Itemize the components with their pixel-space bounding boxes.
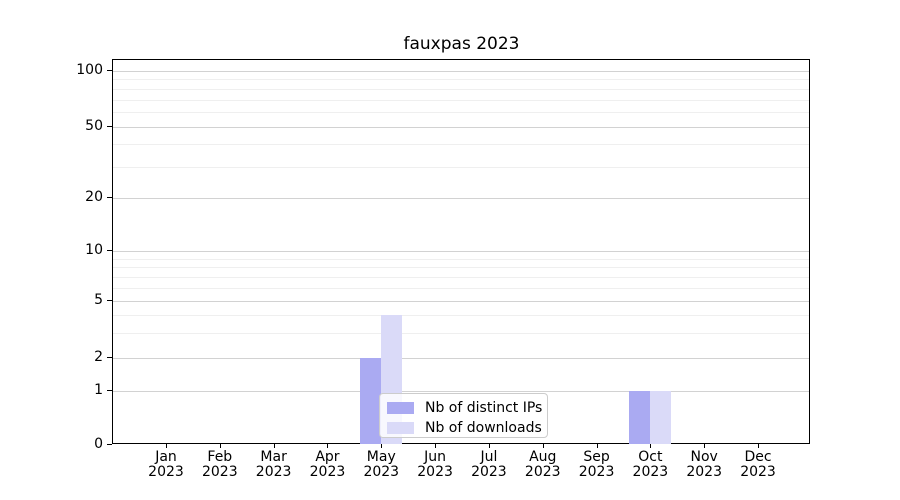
minor-gridline	[113, 88, 809, 90]
y-tick-label: 2	[94, 348, 103, 365]
y-tick-label: 10	[85, 242, 103, 258]
minor-gridline	[113, 314, 809, 316]
x-tick-mark	[381, 444, 383, 448]
x-tick-mark	[273, 444, 275, 448]
x-tick-label: Oct 2023	[620, 450, 680, 480]
bar-distinct-ips	[629, 391, 651, 444]
y-tick-label: 50	[85, 118, 103, 134]
x-tick-month: Feb	[207, 449, 233, 465]
minor-gridline	[113, 166, 809, 168]
y-tick-label: 0	[94, 436, 103, 452]
chart-title: fauxpas 2023	[403, 34, 520, 54]
x-tick-label: May 2023	[351, 450, 411, 480]
major-gridline	[113, 391, 809, 392]
y-tick-mark	[107, 69, 112, 71]
x-tick-month: Oct	[638, 449, 663, 465]
y-tick-label: 1	[94, 382, 103, 398]
major-gridline	[113, 70, 809, 72]
x-tick-month: Sep	[583, 449, 610, 465]
y-tick-label: 20	[85, 189, 103, 205]
legend-item: Nb of distinct IPs	[380, 398, 547, 418]
y-tick-label: 5	[94, 292, 103, 308]
bar-distinct-ips	[360, 357, 382, 444]
x-tick-mark	[542, 444, 544, 448]
minor-gridline	[113, 276, 809, 278]
x-tick-label: Mar 2023	[244, 450, 304, 480]
x-tick-mark	[650, 444, 652, 448]
x-tick-month: May	[366, 449, 396, 465]
x-tick-year: 2023	[686, 464, 722, 480]
x-tick-mark	[488, 444, 490, 448]
minor-gridline	[113, 99, 809, 101]
major-gridline	[113, 127, 809, 128]
major-gridline	[113, 301, 809, 302]
x-tick-label: Apr 2023	[297, 450, 357, 480]
x-tick-month: Jul	[480, 449, 498, 465]
legend: Nb of distinct IPs Nb of downloads	[379, 393, 548, 438]
x-tick-year: 2023	[255, 464, 292, 480]
y-tick-mark	[107, 197, 112, 198]
x-tick-mark	[219, 444, 221, 448]
legend-label: Nb of downloads	[425, 420, 542, 436]
x-tick-label: Feb 2023	[190, 450, 250, 480]
x-tick-month: Dec	[744, 449, 772, 465]
x-tick-label: Jul 2023	[459, 450, 519, 480]
x-tick-year: 2023	[471, 464, 507, 480]
x-tick-mark	[704, 444, 706, 448]
x-tick-mark	[166, 444, 167, 448]
x-tick-year: 2023	[740, 464, 776, 480]
x-tick-month: Nov	[690, 449, 718, 465]
x-tick-year: 2023	[363, 464, 400, 480]
x-tick-year: 2023	[632, 464, 669, 480]
x-tick-year: 2023	[201, 464, 238, 480]
y-tick-mark	[107, 300, 112, 301]
y-tick-label: 100	[76, 61, 103, 78]
x-tick-mark	[435, 444, 437, 448]
x-tick-year: 2023	[148, 464, 184, 480]
x-tick-label: Aug 2023	[513, 450, 573, 480]
x-tick-month: Mar	[260, 449, 287, 465]
legend-item: Nb of downloads	[380, 418, 547, 438]
x-tick-year: 2023	[309, 464, 346, 480]
x-tick-label: Nov 2023	[674, 450, 734, 480]
minor-gridline	[113, 144, 809, 146]
x-tick-month: Apr	[315, 449, 340, 465]
minor-gridline	[113, 287, 809, 289]
legend-swatch	[387, 422, 414, 434]
y-tick-mark	[107, 250, 112, 251]
y-tick-mark	[107, 356, 112, 358]
major-gridline	[113, 198, 809, 199]
bar-downloads	[650, 391, 672, 444]
x-tick-mark	[327, 444, 329, 448]
plot-area: Nb of distinct IPs Nb of downloads	[112, 59, 810, 444]
x-tick-label: Dec 2023	[728, 450, 788, 480]
legend-swatch	[387, 402, 414, 414]
y-tick-mark	[107, 126, 112, 127]
x-tick-label: Jun 2023	[405, 450, 465, 480]
x-tick-label: Jan 2023	[136, 450, 196, 480]
x-tick-year: 2023	[578, 464, 615, 480]
major-gridline	[113, 357, 809, 359]
y-tick-mark	[107, 444, 112, 445]
major-gridline	[113, 251, 809, 252]
legend-label: Nb of distinct IPs	[425, 400, 543, 416]
minor-gridline	[113, 112, 809, 114]
x-tick-month: Jun	[424, 449, 447, 465]
x-tick-year: 2023	[524, 464, 561, 480]
minor-gridline	[113, 267, 809, 269]
x-tick-mark	[758, 444, 760, 448]
x-tick-label: Sep 2023	[567, 450, 627, 480]
minor-gridline	[113, 258, 809, 260]
minor-gridline	[113, 79, 809, 81]
y-tick-mark	[107, 390, 112, 391]
minor-gridline	[113, 332, 809, 334]
x-tick-year: 2023	[417, 464, 453, 480]
x-tick-month: Jan	[155, 449, 177, 465]
x-tick-mark	[596, 444, 598, 448]
x-tick-month: Aug	[529, 449, 557, 465]
